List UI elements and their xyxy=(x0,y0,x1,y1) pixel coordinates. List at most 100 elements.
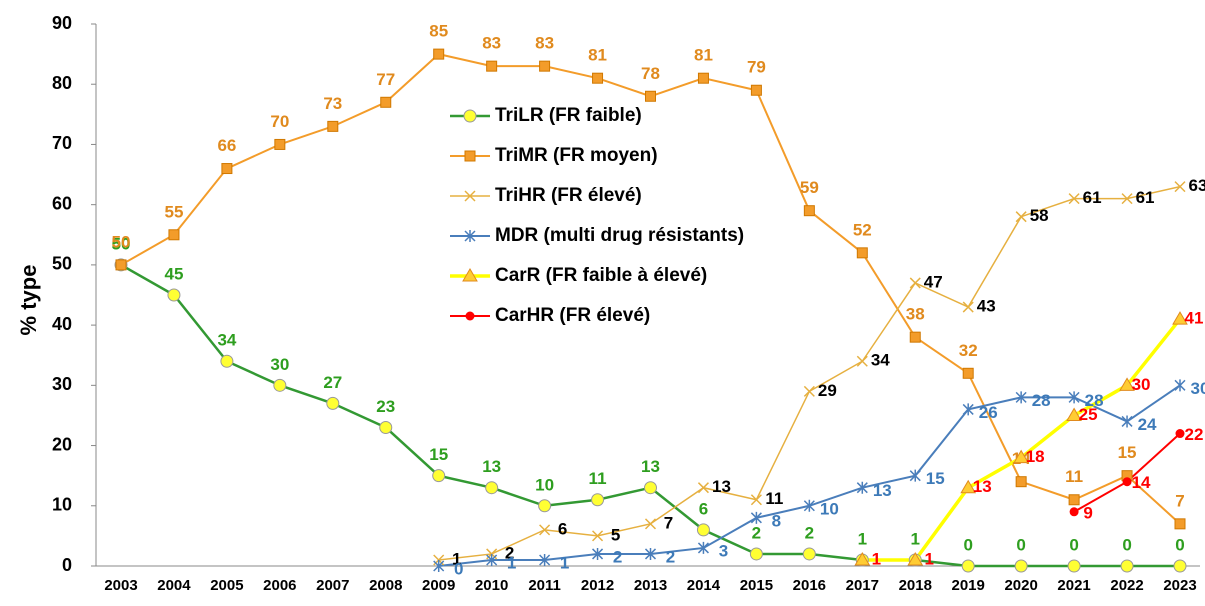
marker xyxy=(379,420,393,434)
legend-label: TriLR (FR faible) xyxy=(495,105,642,126)
x-tick-label: 2003 xyxy=(104,577,137,594)
data-label: 14 xyxy=(1132,473,1151,492)
marker xyxy=(1068,391,1080,404)
data-label: 1 xyxy=(507,553,516,572)
data-label: 27 xyxy=(323,373,342,392)
marker xyxy=(962,403,974,416)
data-label: 47 xyxy=(924,272,943,291)
x-tick-label: 2017 xyxy=(846,577,879,594)
data-label: 2 xyxy=(505,543,514,562)
data-label: 81 xyxy=(694,46,713,65)
x-tick-label: 2019 xyxy=(952,577,985,594)
data-label: 11 xyxy=(589,469,607,488)
marker xyxy=(462,268,478,282)
data-label: 83 xyxy=(482,34,501,53)
y-tick-label: 30 xyxy=(52,374,72,394)
x-tick-label: 2022 xyxy=(1110,577,1143,594)
marker xyxy=(1015,391,1027,404)
data-label: 0 xyxy=(1016,535,1025,554)
data-label: 1 xyxy=(560,553,569,572)
legend-entry: TriHR (FR élevé) xyxy=(450,185,642,206)
data-label: 1 xyxy=(452,549,461,568)
marker xyxy=(856,355,868,367)
marker xyxy=(1119,377,1135,391)
marker xyxy=(909,277,921,289)
marker xyxy=(168,229,180,241)
legend-entry: MDR (multi drug résistants) xyxy=(450,225,744,246)
data-label: 8 xyxy=(772,511,781,530)
x-tick-label: 2005 xyxy=(210,577,243,594)
data-label: 10 xyxy=(820,499,839,518)
marker xyxy=(463,109,477,123)
data-label: 2 xyxy=(805,523,814,542)
y-tick-label: 10 xyxy=(52,495,72,515)
marker xyxy=(803,499,815,512)
data-label: 22 xyxy=(1185,425,1204,444)
data-label: 81 xyxy=(588,46,607,65)
data-label: 26 xyxy=(979,403,998,422)
x-tick-label: 2007 xyxy=(316,577,349,594)
x-tick-label: 2020 xyxy=(1004,577,1037,594)
data-label: 0 xyxy=(1122,535,1131,554)
data-label: 28 xyxy=(1032,391,1051,410)
data-label: 11 xyxy=(1065,467,1083,486)
data-label: 24 xyxy=(1138,415,1157,434)
data-label: 13 xyxy=(712,477,731,496)
data-label: 45 xyxy=(164,264,183,283)
data-label: 34 xyxy=(871,351,890,370)
marker xyxy=(221,163,233,175)
data-label: 30 xyxy=(1191,379,1205,398)
marker xyxy=(909,469,921,482)
marker xyxy=(115,259,127,271)
data-label: 13 xyxy=(482,457,501,476)
y-tick-label: 20 xyxy=(52,434,72,454)
data-label: 6 xyxy=(558,519,567,538)
marker xyxy=(1121,193,1133,205)
data-label: 0 xyxy=(454,559,463,578)
marker xyxy=(750,511,762,524)
marker xyxy=(220,354,234,368)
data-label: 77 xyxy=(376,70,395,89)
marker xyxy=(327,120,339,132)
marker xyxy=(1174,379,1186,392)
data-label: 30 xyxy=(270,355,289,374)
data-label: 6 xyxy=(699,499,708,518)
data-label: 1 xyxy=(872,549,881,568)
legend-entry: CarR (FR faible à élevé) xyxy=(450,265,707,286)
marker xyxy=(326,396,340,410)
data-label: 85 xyxy=(429,22,448,41)
x-tick-label: 2009 xyxy=(422,577,455,594)
marker xyxy=(1120,559,1134,573)
data-label: 18 xyxy=(1026,447,1045,466)
marker xyxy=(962,367,974,379)
data-label: 15 xyxy=(1118,443,1137,462)
y-tick-label: 0 xyxy=(62,555,72,575)
marker xyxy=(909,331,921,343)
y-tick-label: 90 xyxy=(52,13,72,33)
x-tick-label: 2018 xyxy=(899,577,932,594)
legend-entry: CarHR (FR élevé) xyxy=(450,305,650,326)
marker xyxy=(1068,193,1080,205)
data-label: 7 xyxy=(1175,491,1184,510)
data-label: 66 xyxy=(217,136,236,155)
legend-label: CarR (FR faible à élevé) xyxy=(495,265,707,286)
data-label: 23 xyxy=(376,397,395,416)
data-label: 7 xyxy=(664,513,673,532)
marker xyxy=(1068,494,1080,506)
data-label: 5 xyxy=(611,525,620,544)
data-label: 43 xyxy=(977,297,996,316)
data-label: 13 xyxy=(873,481,892,500)
marker xyxy=(1122,477,1132,487)
marker xyxy=(697,72,709,84)
data-label: 13 xyxy=(641,457,660,476)
marker xyxy=(750,84,762,96)
data-label: 15 xyxy=(429,445,448,464)
data-label: 1 xyxy=(911,529,920,548)
data-label: 2 xyxy=(752,523,761,542)
data-label: 10 xyxy=(535,475,554,494)
y-tick-label: 50 xyxy=(52,254,72,274)
marker xyxy=(856,481,868,494)
data-label: 13 xyxy=(973,477,992,496)
marker xyxy=(539,60,551,72)
marker xyxy=(1015,476,1027,488)
